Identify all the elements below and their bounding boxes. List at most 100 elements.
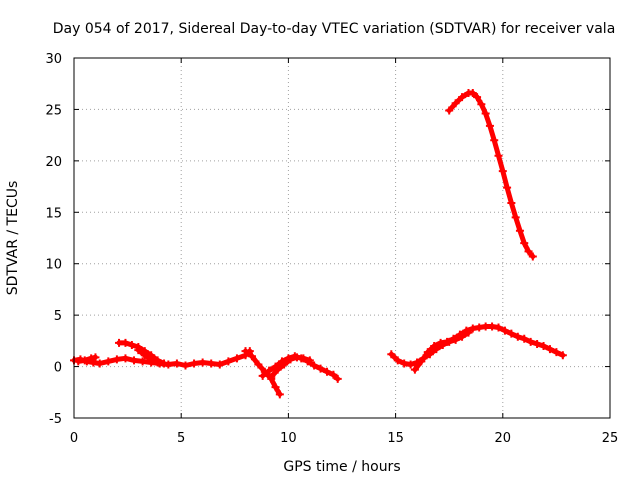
series-track-i	[410, 322, 567, 374]
data-point	[513, 332, 522, 341]
data-point	[87, 354, 96, 363]
y-tick-label: 15	[45, 206, 62, 221]
data-point	[140, 351, 149, 360]
data-point	[95, 359, 104, 368]
data-point	[507, 329, 516, 338]
x-tick-label: 10	[280, 431, 297, 446]
data-point	[406, 360, 415, 369]
data-point	[322, 367, 331, 376]
data-point	[286, 355, 295, 364]
data-point	[443, 337, 452, 346]
data-point	[190, 359, 199, 368]
series-track-j	[445, 88, 537, 261]
data-point	[134, 346, 143, 355]
data-point	[258, 371, 267, 380]
data-point	[526, 337, 535, 346]
data-point	[475, 323, 484, 332]
data-point	[91, 353, 100, 362]
data-point	[417, 357, 426, 366]
data-point	[423, 348, 432, 357]
x-tick-label: 15	[387, 431, 404, 446]
data-point	[528, 252, 537, 261]
data-point	[147, 355, 156, 364]
data-point	[507, 199, 516, 208]
data-point	[462, 326, 471, 335]
data-point	[299, 354, 308, 363]
data-point	[138, 357, 147, 366]
x-tick-label: 20	[495, 431, 512, 446]
data-point	[451, 99, 460, 108]
series-track-g	[267, 353, 314, 381]
data-point	[292, 353, 301, 362]
data-point	[503, 183, 512, 192]
series-track-b	[74, 353, 100, 366]
x-tick-label: 5	[177, 431, 185, 446]
data-point	[485, 121, 494, 130]
data-point	[127, 340, 136, 349]
data-series	[70, 88, 567, 399]
data-point	[520, 334, 529, 343]
data-point	[436, 338, 445, 347]
data-point	[215, 360, 224, 369]
data-point	[74, 357, 83, 366]
chart-title: Day 054 of 2017, Sidereal Day-to-day VTE…	[53, 21, 616, 37]
data-point	[267, 372, 276, 381]
data-point	[310, 361, 319, 370]
data-point	[329, 370, 338, 379]
data-point	[316, 364, 325, 373]
x-tick-label: 25	[602, 431, 619, 446]
axis-ticks: 0 5 10 15 20 25 -5 0 5 10 15 20 25 30	[45, 52, 618, 446]
data-point	[232, 354, 241, 363]
data-point	[400, 359, 409, 368]
y-tick-label: 10	[45, 258, 62, 273]
data-point	[121, 338, 130, 347]
data-point	[458, 93, 467, 102]
data-point	[511, 213, 520, 222]
x-axis-title: GPS time / hours	[283, 459, 400, 475]
data-point	[80, 356, 89, 365]
data-point	[273, 365, 282, 374]
data-point	[473, 93, 482, 102]
data-point	[558, 351, 567, 360]
data-point	[130, 356, 139, 365]
data-point	[524, 247, 533, 256]
data-point	[104, 357, 113, 366]
data-point	[494, 323, 503, 332]
data-point	[545, 345, 554, 354]
data-point	[305, 356, 314, 365]
plot-frame	[73, 57, 611, 419]
data-point	[387, 350, 396, 359]
data-point	[241, 347, 250, 356]
data-point	[410, 365, 419, 374]
y-tick-label: 0	[54, 361, 62, 376]
data-point	[333, 374, 342, 383]
series-line	[135, 347, 161, 365]
data-point	[181, 361, 190, 370]
data-point	[539, 342, 548, 350]
y-tick-label: 30	[45, 52, 62, 67]
data-point	[481, 109, 490, 118]
data-point	[430, 342, 439, 350]
data-point	[254, 360, 263, 369]
data-point	[247, 352, 256, 361]
data-point	[500, 326, 509, 335]
data-point	[449, 334, 458, 343]
data-point	[498, 167, 507, 176]
data-point	[224, 357, 233, 366]
data-point	[271, 383, 280, 392]
y-tick-label: 25	[45, 103, 62, 118]
data-point	[172, 359, 181, 368]
data-point	[207, 359, 216, 368]
y-axis-title: SDTVAR / TECUs	[5, 181, 21, 296]
data-point	[160, 359, 169, 368]
data-point	[468, 88, 477, 97]
data-point	[468, 324, 477, 333]
data-point	[533, 339, 542, 348]
data-point	[198, 358, 207, 367]
data-point	[275, 390, 284, 399]
data-point	[455, 330, 464, 339]
y-tick-label: -5	[49, 412, 62, 427]
data-point	[265, 366, 274, 375]
y-tick-label: 20	[45, 155, 62, 170]
data-point	[515, 226, 524, 235]
